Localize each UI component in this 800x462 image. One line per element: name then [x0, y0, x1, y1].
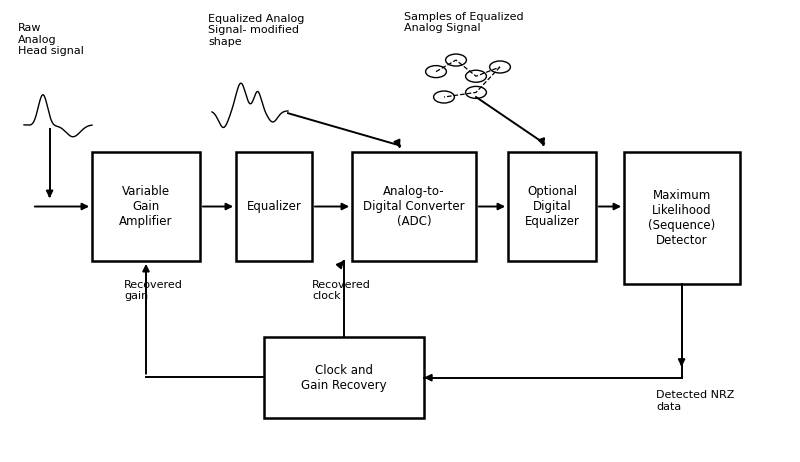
Text: Recovered
gain: Recovered gain	[124, 280, 183, 301]
Text: Recovered
clock: Recovered clock	[312, 280, 371, 301]
Text: Analog-to-
Digital Converter
(ADC): Analog-to- Digital Converter (ADC)	[363, 185, 465, 228]
Bar	[624, 152, 740, 284]
Bar	[508, 152, 596, 261]
Text: Maximum
Likelihood
(Sequence)
Detector: Maximum Likelihood (Sequence) Detector	[648, 189, 716, 247]
Bar	[352, 152, 476, 261]
Text: Detected NRZ
data: Detected NRZ data	[656, 390, 734, 412]
Text: Optional
Digital
Equalizer: Optional Digital Equalizer	[525, 185, 579, 228]
Text: Variable
Gain
Amplifier: Variable Gain Amplifier	[119, 185, 173, 228]
Bar	[264, 337, 424, 418]
Text: Samples of Equalized
Analog Signal: Samples of Equalized Analog Signal	[404, 12, 524, 33]
Text: Clock and
Gain Recovery: Clock and Gain Recovery	[301, 364, 387, 392]
Text: Raw
Analog
Head signal: Raw Analog Head signal	[18, 23, 83, 56]
Bar	[236, 152, 312, 261]
Bar	[92, 152, 200, 261]
Text: Equalizer: Equalizer	[246, 200, 302, 213]
Text: Equalized Analog
Signal- modified
shape: Equalized Analog Signal- modified shape	[208, 14, 304, 47]
